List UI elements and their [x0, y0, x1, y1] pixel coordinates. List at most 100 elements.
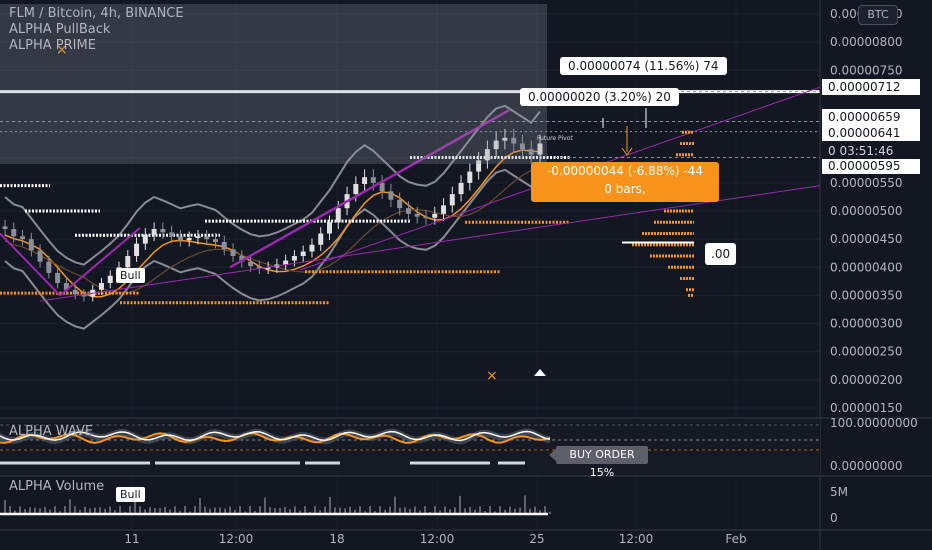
- candle-body: [177, 236, 183, 241]
- candle-body: [519, 143, 525, 150]
- price-tick-label: 0.00000750: [830, 63, 903, 77]
- alpha-volume-title[interactable]: ALPHA Volume: [9, 479, 105, 494]
- candle-body: [476, 160, 482, 172]
- candle-body: [309, 244, 315, 252]
- candle-body: [283, 260, 289, 265]
- key-levels: [0, 90, 820, 305]
- measure-down-box: -0.00000044 (-6.88%) -44 0 bars,: [531, 162, 719, 202]
- candle-body: [318, 233, 324, 245]
- wave-background: [0, 418, 820, 476]
- candle-body: [98, 283, 104, 290]
- up-arrow-icon: [534, 369, 546, 376]
- price-tick-label: 0.00000200: [830, 373, 903, 387]
- candle-body: [37, 250, 43, 262]
- candle-body: [239, 256, 245, 262]
- slow-ma: [4, 164, 541, 295]
- candles: [2, 128, 543, 302]
- candle-body: [186, 238, 192, 241]
- time-axis[interactable]: 11 12:00 18 12:00 25 12:00 Feb: [0, 529, 932, 546]
- candle-body: [353, 183, 359, 195]
- price-tick-label: 0.00000400: [830, 260, 903, 274]
- price-tick-label: 0.00000350: [830, 288, 903, 302]
- wave-orange: [0, 432, 551, 444]
- time-tick-label: 25: [529, 532, 544, 546]
- candle-body: [55, 272, 61, 284]
- trendline-lower: [39, 185, 821, 302]
- price-tick-label: 0.00000150: [830, 401, 903, 415]
- candle-body: [142, 234, 148, 244]
- time-tick-label: 12:00: [219, 532, 254, 546]
- countdown-prefix: 0: [828, 144, 836, 158]
- legend-panel: FLM / Bitcoin, 4h, BINANCE ALPHA PullBac…: [0, 4, 547, 164]
- countdown-value: 03:51:46: [839, 144, 894, 158]
- candle-body: [379, 182, 385, 192]
- price-tick-label: 0.00000550: [830, 176, 903, 190]
- future-pivot-label: Future Pivot: [537, 135, 573, 142]
- price-tag-641: 0.00000641: [822, 125, 920, 141]
- cross-marker-icon: ×: [56, 42, 68, 58]
- time-tick-label: 12:00: [619, 532, 654, 546]
- bollinger-bands: [4, 104, 541, 330]
- alpha-wave-title[interactable]: ALPHA WAVE: [9, 424, 94, 439]
- candle-body: [81, 294, 87, 297]
- candle-body: [256, 266, 262, 269]
- price-tag-712: 0.00000712: [822, 79, 920, 95]
- candle-body: [248, 261, 254, 267]
- wave-axis-label: 0.00000000: [830, 459, 903, 473]
- symbol-title[interactable]: FLM / Bitcoin, 4h, BINANCE: [9, 6, 184, 21]
- candle-body: [327, 222, 333, 234]
- time-tick-label: 12:00: [420, 532, 455, 546]
- candle-body: [230, 249, 236, 257]
- time-tick-label: Feb: [725, 532, 746, 546]
- currency-button[interactable]: BTC: [858, 5, 898, 25]
- lower-band: [4, 168, 541, 330]
- candle-body: [2, 226, 8, 230]
- purple-early-2: [59, 227, 141, 297]
- candle-body: [291, 256, 297, 261]
- candle-body: [511, 137, 517, 144]
- candle-body: [405, 208, 411, 214]
- wave-axis-label: 100.00000000: [830, 416, 918, 430]
- candle-body: [20, 236, 26, 240]
- candle-body: [370, 177, 376, 183]
- price-tick-label: 0.00000250: [830, 345, 903, 359]
- purple-channel: [229, 108, 511, 269]
- price-tick-label: 0.00000500: [830, 204, 903, 218]
- candle-body: [204, 236, 210, 240]
- volume-axis-label: 5M: [830, 485, 848, 499]
- candle-body: [362, 177, 368, 184]
- upper-band: [4, 104, 541, 266]
- candle-body: [151, 229, 157, 235]
- candle-body: [169, 232, 175, 237]
- candle-body: [414, 213, 420, 217]
- candle-body: [388, 191, 394, 200]
- candle-body: [467, 171, 473, 183]
- candle-body: [134, 243, 140, 257]
- measure-down-bars: 0 bars,: [604, 182, 646, 196]
- candle-body: [423, 216, 429, 219]
- purple-early: [0, 232, 61, 297]
- time-tick-label: 11: [124, 532, 139, 546]
- price-tick-label: 0.00000450: [830, 232, 903, 246]
- indicator-prime[interactable]: ALPHA PRIME: [9, 38, 96, 53]
- candle-body: [28, 239, 34, 251]
- candle-body: [537, 143, 543, 155]
- buy-tag-pointer: [549, 449, 556, 461]
- candle-body: [397, 199, 403, 209]
- volume-axis-label: 0: [830, 511, 838, 525]
- indicator-pullback[interactable]: ALPHA PullBack: [9, 22, 111, 37]
- candle-body: [300, 251, 306, 257]
- candle-body: [449, 194, 455, 206]
- arrow-down-head-icon: [621, 147, 633, 156]
- candle-body: [195, 236, 201, 239]
- measure-down-value: -0.00000044 (-6.88%) -44: [547, 164, 703, 178]
- dot-tag: .00: [705, 243, 737, 265]
- candle-body: [458, 182, 464, 195]
- candle-body: [160, 229, 166, 233]
- buy-order-tag: BUY ORDER 15%: [556, 446, 648, 479]
- price-tag-659: 0.00000659: [822, 109, 920, 125]
- candle-body: [502, 137, 508, 141]
- candle-body: [441, 205, 447, 214]
- candle-body: [107, 275, 113, 284]
